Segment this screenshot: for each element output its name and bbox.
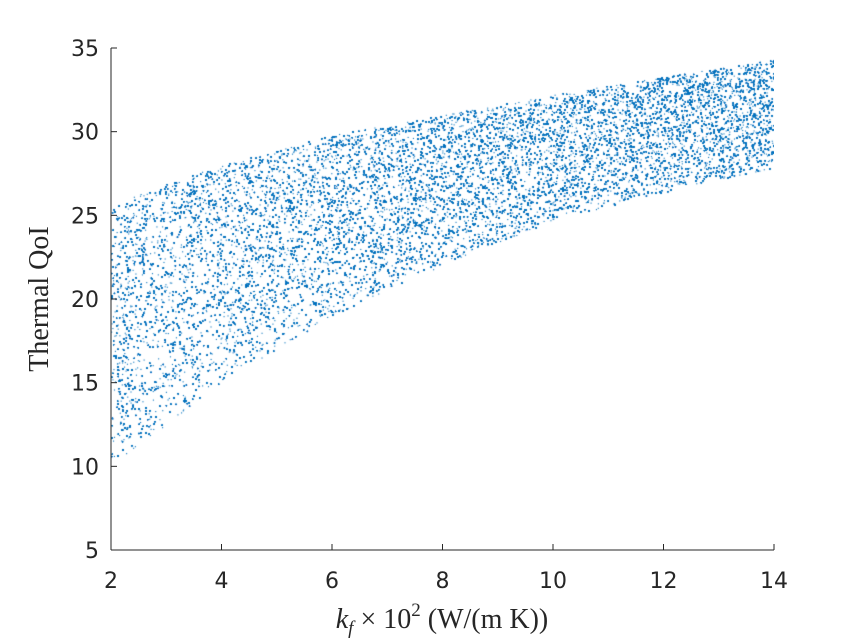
x-axis-label: kf × 102 (W/(m K)) [336, 600, 549, 639]
x-axis-ticks: 2 4 6 8 10 12 14 [104, 544, 788, 594]
x-tick-label: 2 [104, 569, 118, 594]
y-tick-label: 5 [85, 539, 99, 564]
x-tick-label: 8 [436, 569, 450, 594]
y-axis-label: Thermal QoI [24, 226, 55, 371]
x-tick-label: 12 [650, 569, 678, 594]
y-tick-label: 15 [71, 372, 99, 397]
y-tick-label: 30 [71, 121, 99, 146]
x-tick-label: 10 [539, 569, 567, 594]
y-tick-label: 20 [71, 288, 99, 313]
y-axis-ticks: 5 10 15 20 25 30 35 [71, 37, 117, 564]
y-tick-label: 25 [71, 204, 99, 229]
y-tick-label: 10 [71, 455, 99, 480]
x-tick-label: 6 [325, 569, 339, 594]
scatter-points [111, 48, 774, 550]
x-tick-label: 14 [760, 569, 788, 594]
y-tick-label: 35 [71, 37, 99, 62]
x-tick-label: 4 [215, 569, 229, 594]
